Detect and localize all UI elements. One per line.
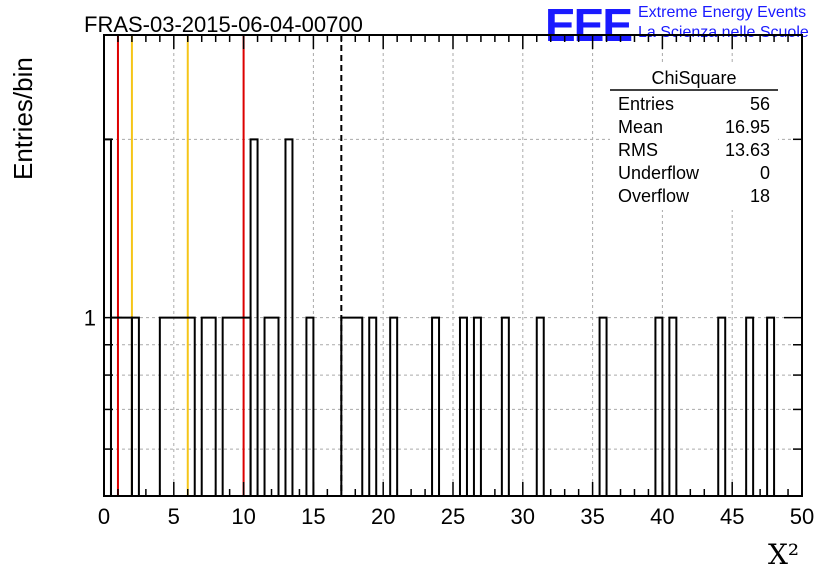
- axis-ticks: 0 5 10 15 20 25 30 35 40 45 50 1: [84, 35, 814, 529]
- histogram-bin: [598, 316, 608, 496]
- y-tick-label: 1: [84, 306, 96, 331]
- x-tick-label: 10: [231, 504, 255, 529]
- histogram-bin: [745, 316, 755, 496]
- stats-value: 18: [750, 186, 770, 206]
- stats-value: 16.95: [725, 117, 770, 137]
- histogram-bin: [305, 316, 315, 496]
- histogram-bin: [654, 316, 664, 496]
- stats-label: Overflow: [618, 186, 690, 206]
- x-tick-label: 20: [371, 504, 395, 529]
- stats-label: Entries: [618, 94, 674, 114]
- x-tick-label: 30: [511, 504, 535, 529]
- stats-background: [610, 62, 778, 210]
- histogram-bin: [284, 138, 294, 496]
- histogram-bin: [158, 316, 196, 496]
- histogram-bin: [472, 316, 482, 496]
- histogram-bin: [368, 316, 378, 496]
- histogram-bin: [766, 316, 776, 496]
- stats-label: Mean: [618, 117, 663, 137]
- x-tick-label: 45: [720, 504, 744, 529]
- histogram-bin: [535, 316, 545, 496]
- x-tick-label: 25: [441, 504, 465, 529]
- histogram-bin: [200, 316, 217, 496]
- x-axis-label: X²: [768, 538, 800, 571]
- logo-line-1: Extreme Energy Events: [638, 4, 807, 21]
- histogram-bin: [389, 316, 399, 496]
- x-tick-label: 35: [580, 504, 604, 529]
- stats-title: ChiSquare: [651, 68, 736, 88]
- histogram-bin: [717, 316, 727, 496]
- histogram-bin: [249, 138, 259, 496]
- reference-lines: [116, 35, 343, 496]
- histogram-bin: [263, 316, 280, 496]
- histogram-bin: [431, 316, 441, 496]
- stats-box: ChiSquare Entries 56 Mean 16.95 RMS 13.63 Under…: [610, 62, 778, 210]
- histogram-bin: [340, 316, 364, 496]
- stats-label: RMS: [618, 140, 658, 160]
- x-tick-label: 15: [301, 504, 325, 529]
- x-tick-label: 50: [790, 504, 814, 529]
- stats-value: 56: [750, 94, 770, 114]
- chart-title: FRAS-03-2015-06-04-00700: [84, 12, 363, 37]
- histogram-bin: [130, 316, 140, 496]
- x-tick-label: 5: [168, 504, 180, 529]
- stats-value: 0: [760, 163, 770, 183]
- eee-logo: EEE: [545, 0, 633, 51]
- stats-value: 13.63: [725, 140, 770, 160]
- stats-label: Underflow: [618, 163, 700, 183]
- histogram-bin: [668, 316, 678, 496]
- x-tick-label: 0: [98, 504, 110, 529]
- histogram-bin: [458, 316, 468, 496]
- x-tick-label: 40: [650, 504, 674, 529]
- histogram-bin: [500, 316, 510, 496]
- logo-line-2: La Scienza nelle Scuole: [638, 24, 809, 41]
